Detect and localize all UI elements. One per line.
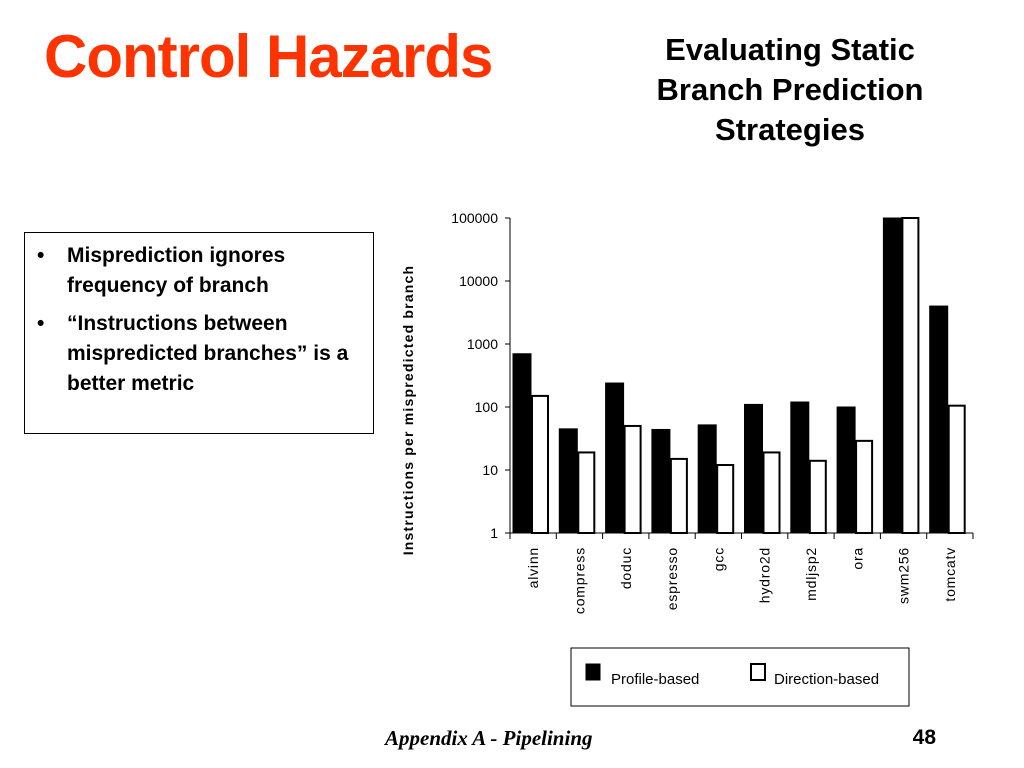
bar-profile-based	[882, 217, 902, 534]
category-label: hydro2d	[757, 547, 773, 603]
y-tick-label: 10000	[459, 273, 498, 289]
legend-swatch-direction-based	[750, 663, 766, 681]
bar-profile-based	[512, 353, 532, 534]
subtitle-line: Evaluating Static	[665, 32, 915, 67]
footer: Appendix A - Pipelining 48	[0, 726, 1024, 756]
bullet-text: “Instructions between mispredicted branc…	[67, 312, 349, 395]
y-tick-label: 10	[482, 462, 498, 478]
bullet-text: Misprediction ignores frequency of branc…	[67, 244, 286, 297]
bar-direction-based	[808, 459, 827, 535]
bullet-item: • Misprediction ignores frequency of bra…	[33, 241, 363, 301]
category-label: alvinn	[525, 547, 541, 588]
category-label: ora	[849, 547, 865, 570]
bar-direction-based	[531, 394, 549, 534]
category-label: mdljsp2	[803, 547, 819, 601]
page-number: 48	[912, 726, 936, 749]
bar-direction-based	[716, 464, 735, 534]
category-label: gcc	[710, 547, 726, 571]
category-label: swm256	[896, 547, 912, 604]
legend-label-profile-based: Profile-based	[611, 671, 699, 688]
bar-chart: 1 10 100 1000 10000 100000 Instructions per mi…	[400, 210, 974, 707]
legend-swatch-profile-based	[585, 663, 601, 681]
bar-direction-based	[577, 451, 596, 534]
bar-direction-based	[623, 424, 642, 534]
subtitle-line: Branch Prediction	[656, 72, 924, 107]
bullet-dot-icon: •	[37, 244, 45, 267]
y-tick-label: 100000	[451, 210, 498, 226]
bar-profile-based	[697, 424, 717, 534]
y-tick-label: 100	[475, 399, 499, 415]
legend-label-direction-based: Direction-based	[774, 671, 879, 688]
bar-direction-based	[762, 451, 781, 534]
slide-subtitle: Evaluating Static Branch Prediction Stra…	[616, 30, 964, 150]
bar-profile-based	[558, 428, 578, 534]
y-axis-title: Instructions per mispredicted branch	[400, 265, 416, 556]
category-label: compress	[571, 547, 587, 614]
bar-direction-based	[947, 404, 966, 534]
y-tick-label: 1	[490, 525, 498, 541]
bar-profile-based	[605, 382, 625, 534]
bullet-item: • “Instructions between mispredicted bra…	[33, 309, 363, 399]
category-label: tomcatv	[942, 547, 958, 602]
subtitle-line: Strategies	[715, 112, 865, 147]
footer-text: Appendix A - Pipelining	[385, 726, 593, 750]
bar-profile-based	[836, 406, 856, 534]
bar-direction-based	[855, 439, 874, 534]
bar-profile-based	[744, 403, 763, 534]
bar-direction-based	[669, 457, 688, 534]
legend-box	[570, 647, 910, 707]
bullet-list: • Misprediction ignores frequency of bra…	[33, 241, 363, 399]
category-label: doduc	[618, 547, 634, 589]
slide-title: Control Hazards	[44, 23, 493, 90]
bullet-dot-icon: •	[37, 312, 45, 335]
bar-profile-based	[790, 401, 810, 534]
bar-profile-based	[651, 428, 671, 534]
bullet-box: • Misprediction ignores frequency of bra…	[24, 232, 374, 434]
bar-profile-based	[929, 305, 949, 534]
y-tick-label: 1000	[467, 336, 498, 352]
category-label: espresso	[664, 547, 680, 610]
bar-direction-based	[901, 217, 920, 534]
